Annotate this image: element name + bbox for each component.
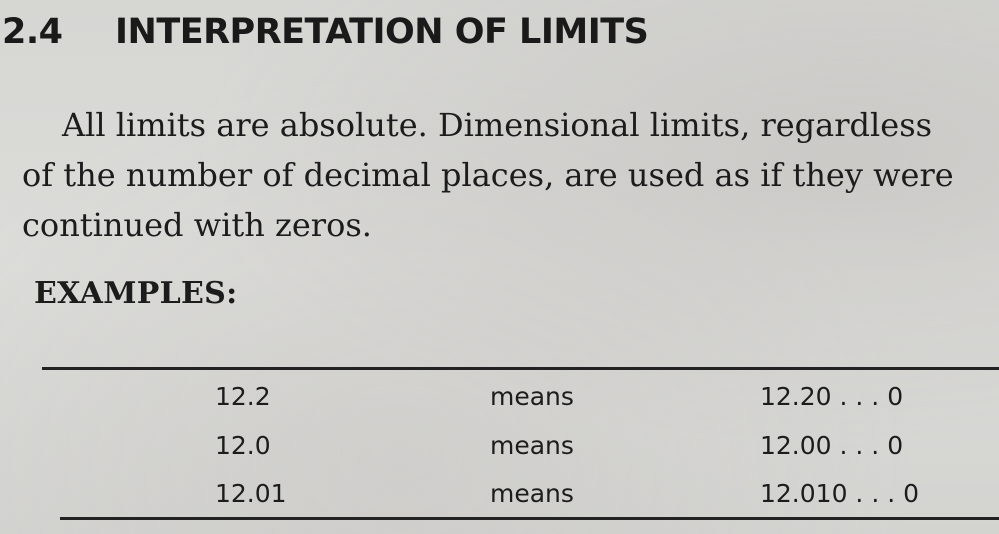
section-number: 2.4 [2, 12, 63, 52]
example-relation: means [490, 479, 574, 508]
example-value: 12.0 [215, 431, 271, 460]
section-heading: 2.4 INTERPRETATION OF LIMITS [2, 12, 649, 52]
example-relation: means [490, 431, 574, 460]
table-bottom-rule [60, 517, 999, 520]
example-result: 12.010 . . . 0 [760, 479, 920, 508]
paragraph-line: All limits are absolute. Dimensional lim… [62, 106, 933, 144]
example-value: 12.2 [215, 382, 271, 411]
table-top-rule [42, 367, 999, 370]
table-row: 12.0 means 12.00 . . . 0 [0, 423, 999, 471]
table-row: 12.2 means 12.20 . . . 0 [0, 374, 999, 422]
paragraph-line: continued with zeros. [22, 206, 372, 244]
body-paragraph: All limits are absolute. Dimensional lim… [22, 100, 999, 250]
section-title: INTERPRETATION OF LIMITS [115, 12, 649, 52]
table-row: 12.01 means 12.010 . . . 0 [0, 471, 999, 519]
examples-table: 12.2 means 12.20 . . . 0 12.0 means 12.0… [0, 370, 999, 516]
example-relation: means [490, 382, 574, 411]
example-result: 12.20 . . . 0 [760, 382, 904, 411]
paragraph-line: of the number of decimal places, are use… [22, 156, 954, 194]
example-value: 12.01 [215, 479, 287, 508]
examples-heading: EXAMPLES: [34, 276, 238, 311]
example-result: 12.00 . . . 0 [760, 431, 904, 460]
